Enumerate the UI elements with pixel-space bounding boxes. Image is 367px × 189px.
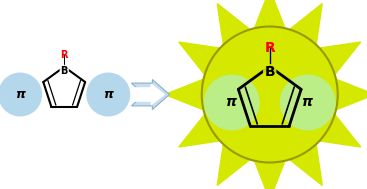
Circle shape (0, 73, 42, 116)
Text: π: π (103, 88, 113, 101)
Polygon shape (320, 114, 361, 147)
Polygon shape (217, 4, 250, 45)
Polygon shape (290, 144, 322, 185)
Polygon shape (254, 161, 285, 189)
Circle shape (202, 26, 338, 163)
Polygon shape (320, 42, 361, 75)
Circle shape (280, 74, 336, 130)
Polygon shape (217, 144, 250, 185)
Polygon shape (179, 114, 220, 147)
Circle shape (86, 73, 130, 116)
Polygon shape (165, 79, 203, 110)
Text: B: B (61, 66, 68, 76)
Text: R: R (264, 41, 275, 55)
Polygon shape (254, 0, 285, 28)
Text: π: π (15, 88, 25, 101)
Polygon shape (179, 42, 220, 75)
Text: π: π (302, 95, 313, 109)
Polygon shape (131, 80, 170, 109)
Polygon shape (290, 4, 322, 45)
Text: π: π (226, 95, 237, 109)
Text: R: R (61, 50, 68, 60)
Circle shape (204, 74, 260, 130)
Text: B: B (265, 65, 275, 79)
Polygon shape (336, 79, 367, 110)
Polygon shape (132, 84, 164, 105)
